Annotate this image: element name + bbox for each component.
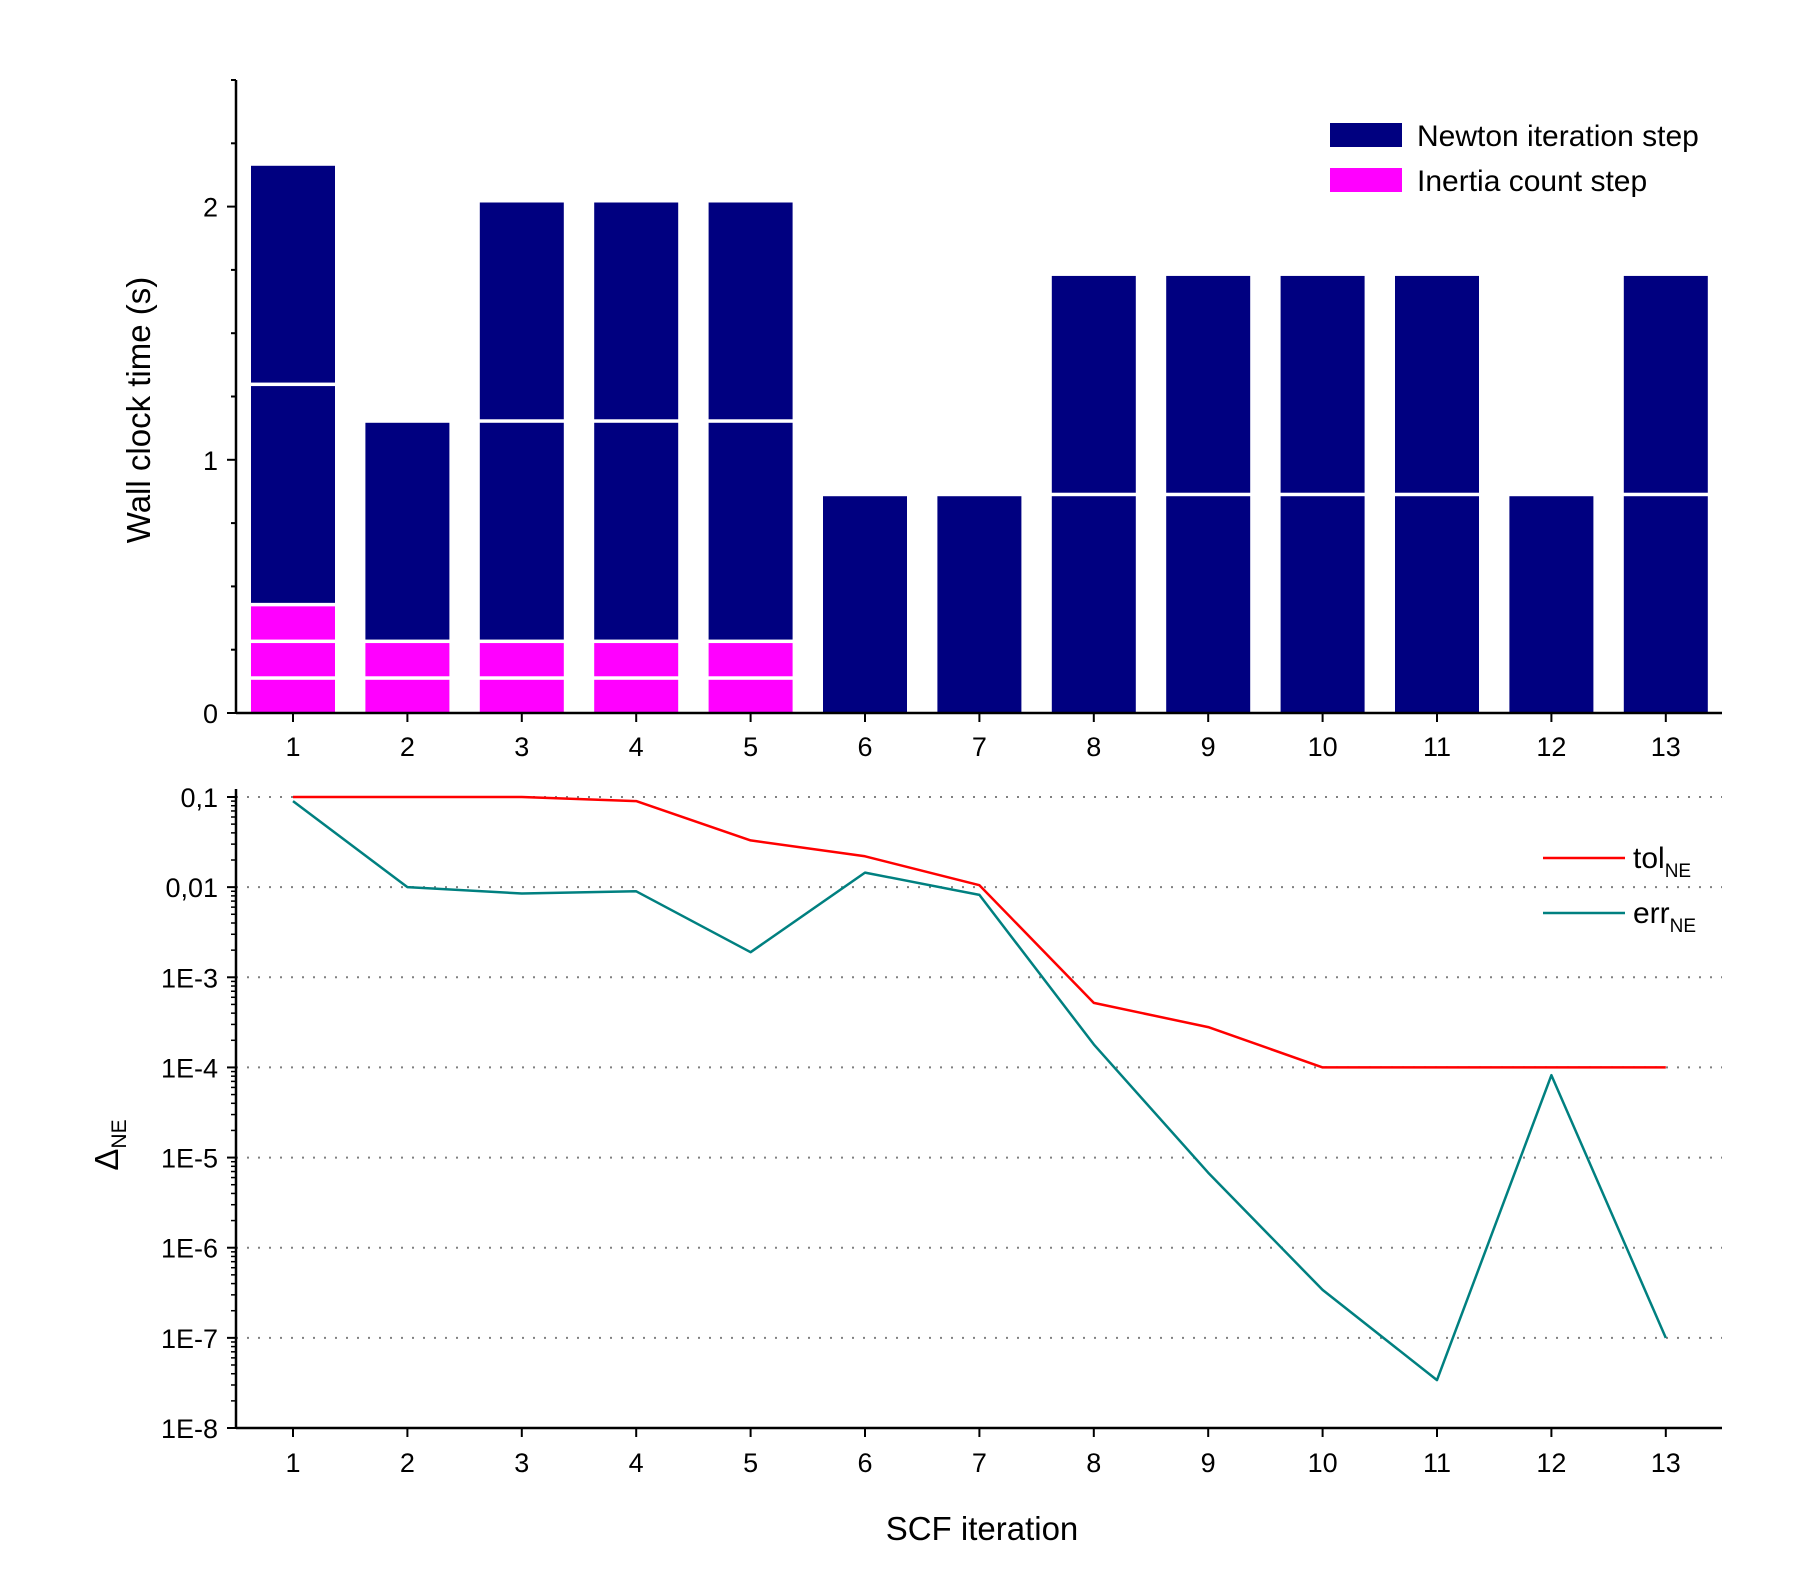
bar-y-tick-label: 0 — [203, 699, 218, 729]
y-label-sub: NE — [108, 1119, 131, 1148]
legend-label-err: errNE — [1633, 897, 1696, 937]
y-label-delta: Δ — [88, 1149, 125, 1171]
bar-segment-newton — [1395, 275, 1479, 493]
bar-x-tick-label: 11 — [1423, 732, 1451, 762]
svg-text:ΔNE: ΔNE — [88, 1119, 131, 1170]
line-x-tick-label: 12 — [1536, 1448, 1566, 1478]
legend-label-inertia: Inertia count step — [1417, 165, 1647, 198]
bar-segment-newton — [937, 496, 1022, 713]
bar-segment-inertia — [479, 643, 564, 677]
line-chart-legend: tolNE errNE — [1543, 842, 1696, 937]
line-y-tick-label: 0,1 — [180, 783, 218, 813]
bar-segment-inertia — [365, 643, 450, 677]
bar-segment-newton — [251, 165, 335, 383]
bar-segment-newton — [594, 202, 679, 420]
bar-segment-newton — [1509, 496, 1594, 713]
line-x-tick-label: 9 — [1201, 1448, 1216, 1478]
bar-chart-legend: Newton iteration step Inertia count step — [1330, 120, 1699, 198]
legend-label-tol: tolNE — [1633, 842, 1691, 882]
legend-label-newton: Newton iteration step — [1417, 120, 1699, 153]
line-x-tick-label: 11 — [1423, 1448, 1451, 1478]
bar-segment-newton — [1623, 275, 1708, 493]
bar-x-tick-label: 6 — [857, 732, 872, 762]
bar-segment-inertia — [594, 679, 679, 713]
line-x-tick-label: 7 — [972, 1448, 987, 1478]
bar-x-tick-label: 12 — [1536, 732, 1566, 762]
bar-x-tick-label: 8 — [1086, 732, 1101, 762]
bar-x-tick-label: 2 — [400, 732, 415, 762]
line-x-tick-label: 6 — [857, 1448, 872, 1478]
line-x-tick-label: 10 — [1308, 1448, 1338, 1478]
bar-y-tick-label: 1 — [203, 446, 218, 476]
bar-segment-inertia — [251, 643, 335, 677]
line-chart-series — [292, 795, 1667, 1382]
line-chart-x-axis-label: SCF iteration — [886, 1510, 1079, 1547]
bar-segment-newton — [708, 422, 793, 640]
line-x-tick-label: 8 — [1086, 1448, 1101, 1478]
series-line-err — [292, 800, 1667, 1382]
line-x-tick-label: 4 — [629, 1448, 644, 1478]
bar-segment-inertia — [251, 606, 335, 640]
bar-segment-newton — [1280, 496, 1365, 713]
line-y-tick-label: 1E-3 — [161, 963, 218, 993]
bar-segment-inertia — [365, 679, 450, 713]
line-x-tick-label: 3 — [514, 1448, 529, 1478]
bar-x-tick-label: 4 — [629, 732, 644, 762]
bar-segment-newton — [1623, 496, 1708, 713]
bar-segment-newton — [594, 422, 679, 640]
line-chart-y-axis-label: ΔNE — [88, 1119, 131, 1170]
bar-segment-newton — [1051, 275, 1136, 493]
bar-segment-inertia — [594, 643, 679, 677]
bar-x-tick-label: 7 — [972, 732, 987, 762]
line-x-tick-label: 2 — [400, 1448, 415, 1478]
bar-marks — [251, 165, 1708, 713]
bar-x-tick-label: 3 — [514, 732, 529, 762]
bar-segment-newton — [1051, 496, 1136, 713]
bar-x-tick-label: 1 — [285, 732, 300, 762]
line-x-tick-label: 13 — [1651, 1448, 1681, 1478]
bar-segment-newton — [1166, 496, 1251, 713]
bar-x-tick-label: 13 — [1651, 732, 1681, 762]
bar-segment-newton — [1280, 275, 1365, 493]
bar-segment-inertia — [479, 679, 564, 713]
bar-segment-newton — [823, 496, 907, 713]
bar-segment-inertia — [251, 679, 335, 713]
bar-segment-newton — [1166, 275, 1251, 493]
bar-y-tick-label: 2 — [203, 193, 218, 223]
bar-x-tick-label: 10 — [1308, 732, 1338, 762]
bar-chart-y-axis-label: Wall clock time (s) — [120, 277, 157, 543]
bar-segment-newton — [1395, 496, 1479, 713]
bar-segment-newton — [479, 422, 564, 640]
line-y-tick-label: 1E-6 — [161, 1234, 218, 1264]
bar-segment-inertia — [708, 679, 793, 713]
legend-swatch-inertia — [1330, 168, 1402, 192]
line-x-tick-label: 1 — [285, 1448, 300, 1478]
bar-segment-newton — [365, 422, 450, 640]
bar-segment-newton — [708, 202, 793, 420]
line-y-tick-label: 0,01 — [165, 873, 218, 903]
line-y-tick-label: 1E-4 — [161, 1053, 218, 1083]
bar-segment-inertia — [708, 643, 793, 677]
series-line-tol — [293, 795, 1666, 1069]
line-y-tick-label: 1E-7 — [161, 1324, 218, 1354]
bar-segment-newton — [479, 202, 564, 420]
bar-segment-newton — [251, 386, 335, 603]
line-y-tick-label: 1E-8 — [161, 1414, 218, 1444]
line-x-tick-label: 5 — [743, 1448, 758, 1478]
legend-swatch-newton — [1330, 123, 1402, 147]
bar-x-tick-label: 5 — [743, 732, 758, 762]
bar-x-tick-label: 9 — [1201, 732, 1216, 762]
line-y-tick-label: 1E-5 — [161, 1144, 218, 1174]
